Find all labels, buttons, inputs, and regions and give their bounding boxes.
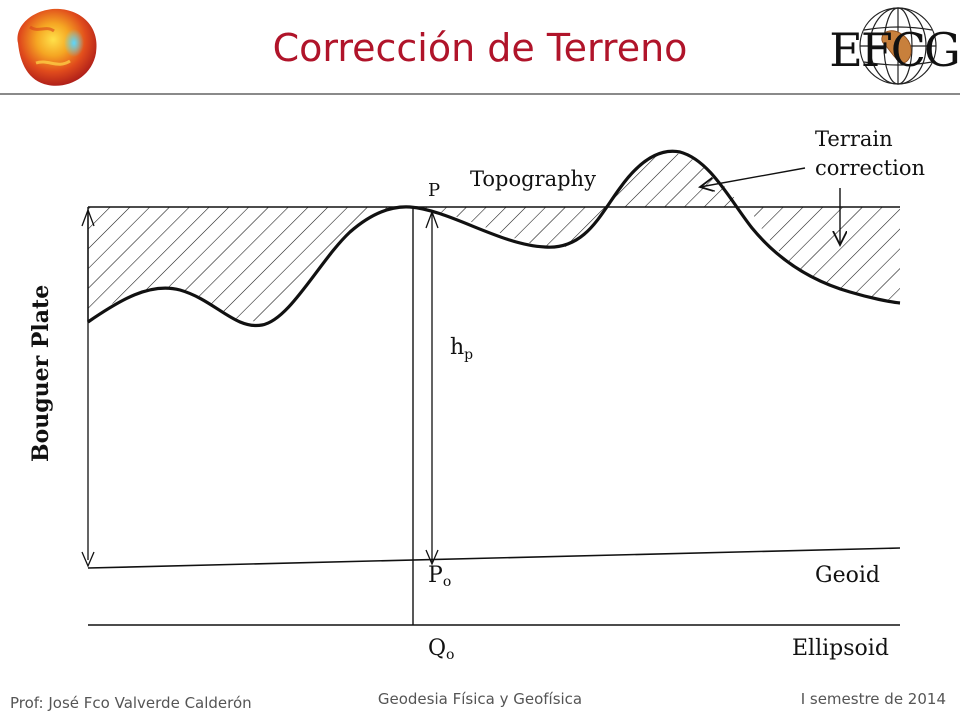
logo-text: EFCG (830, 23, 958, 77)
hatch-below-plate (88, 207, 900, 322)
bouguer-plate-label: Bouguer Plate (28, 285, 54, 462)
geoid-label: Geoid (815, 563, 880, 588)
topography-curve (87, 149, 901, 328)
footer-semester: I semestre de 2014 (800, 690, 946, 708)
point-qo-label: Qo (428, 636, 454, 663)
terrain-correction-label-1: Terrain (815, 127, 893, 151)
height-hp-label: hp (450, 335, 473, 363)
title-divider (0, 93, 960, 95)
slide-title: Corrección de Terreno (272, 26, 688, 70)
terrain-correction-label-2: correction (815, 156, 925, 180)
ellipsoid-label: Ellipsoid (792, 636, 889, 661)
terrain-correction-diagram: Topography Terrain correction P hp Po Ge… (28, 127, 925, 663)
geoid-line (87, 547, 901, 569)
geoid-globe-image (17, 8, 97, 86)
footer-course: Geodesia Física y Geofísica (377, 690, 583, 708)
footer-author: Prof: José Fco Valverde Calderón (10, 694, 252, 712)
point-po-label: Po (428, 563, 451, 590)
efcg-logo: EFCG (830, 7, 958, 85)
hatch-above-plate (600, 151, 742, 207)
point-p-label: P (428, 180, 440, 201)
topography-label: Topography (470, 167, 596, 191)
